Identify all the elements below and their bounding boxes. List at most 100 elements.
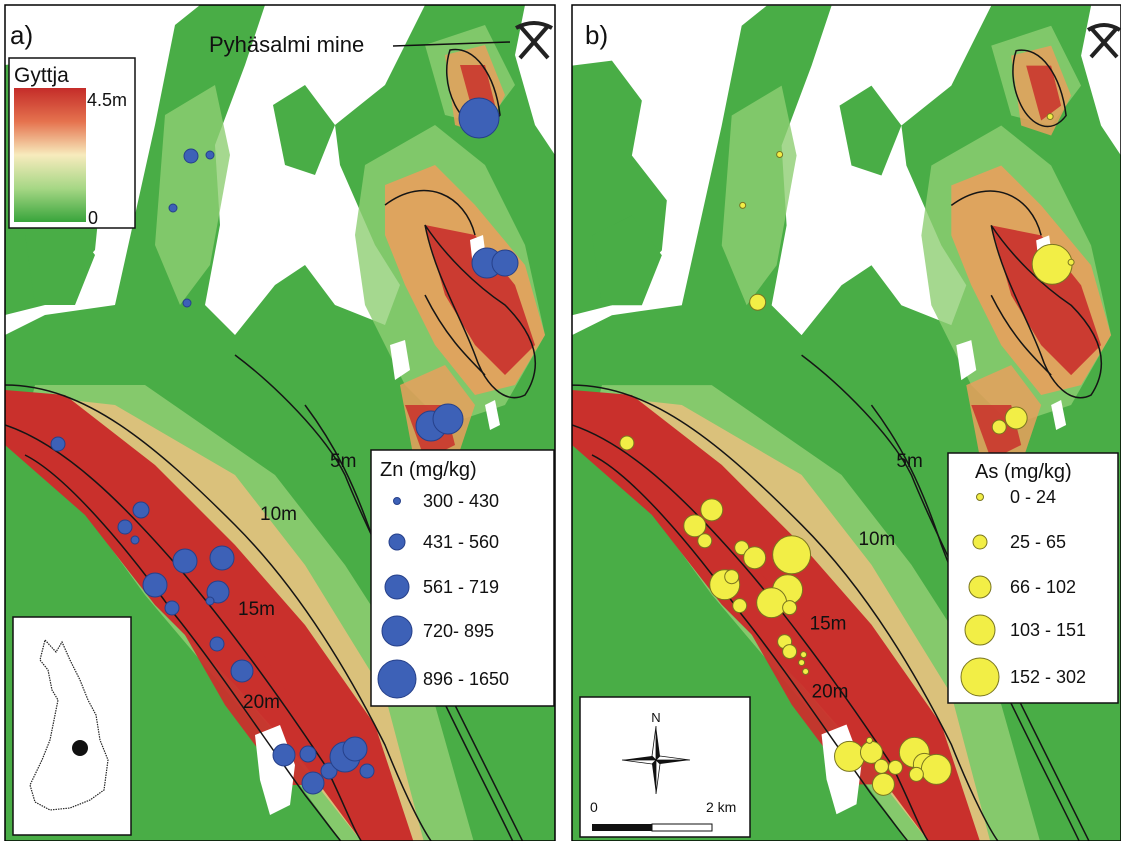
as-symbol	[1004, 406, 1028, 430]
contour-label-15m: 15m	[238, 599, 275, 620]
zn-legend-class: 431 - 560	[423, 532, 499, 552]
as-symbol	[1046, 113, 1054, 121]
zn-legend-class: 896 - 1650	[423, 669, 509, 689]
as-symbol	[887, 759, 903, 775]
contour-label-10m: 10m	[260, 504, 297, 525]
as-symbol	[683, 514, 707, 538]
gyttja-legend: Gyttja 4.5m 0	[8, 57, 136, 229]
as-symbol	[798, 659, 806, 667]
zn-symbol	[209, 545, 235, 571]
as-symbol	[739, 201, 747, 209]
zn-symbols	[50, 97, 519, 795]
as-symbol	[800, 651, 808, 659]
as-symbol	[802, 668, 810, 676]
as-legend-symbol	[972, 534, 988, 550]
contour-label-15m: 15m	[810, 614, 847, 635]
pick-axe-icon	[1086, 23, 1121, 59]
as-symbol	[724, 569, 740, 585]
zn-legend-class: 720- 895	[423, 621, 494, 641]
panel-a-letter: a)	[10, 20, 33, 50]
north-arrow-icon	[621, 725, 691, 795]
panel-b-map: 5m 10m 15m 20m	[572, 5, 1121, 841]
finland-outline	[29, 638, 109, 811]
as-legend-class: 103 - 151	[1010, 620, 1086, 640]
zn-symbol	[205, 150, 215, 160]
panel-a: 5m 10m 15m 20m a) Pyhäsalmi mine Gyttja …	[4, 4, 556, 842]
as-symbol	[732, 598, 748, 614]
zn-symbol	[342, 736, 368, 762]
gyttja-color-ramp	[14, 88, 86, 222]
zn-symbol	[50, 436, 66, 452]
panel-b-letter: b)	[585, 20, 608, 50]
as-symbol	[776, 150, 784, 158]
as-legend-class: 0 - 24	[1010, 487, 1056, 507]
zn-symbol	[164, 600, 180, 616]
zn-symbol	[299, 745, 317, 763]
scale-start-label: 0	[590, 799, 598, 815]
gyttja-legend-title: Gyttja	[14, 64, 69, 87]
as-symbol	[871, 772, 895, 796]
gyttja-legend-min: 0	[88, 208, 98, 228]
as-symbol	[908, 766, 924, 782]
as-legend-title: As (mg/kg)	[975, 461, 1072, 483]
as-legend-symbol	[960, 657, 1000, 697]
mine-leader-line	[392, 41, 511, 47]
as-symbol	[743, 546, 767, 570]
as-symbol	[1031, 243, 1073, 285]
zn-symbol	[491, 249, 519, 277]
zn-symbol	[359, 763, 375, 779]
north-label: N	[651, 710, 660, 725]
as-symbol	[772, 535, 812, 575]
as-symbol	[782, 644, 798, 660]
zn-symbol	[130, 535, 140, 545]
zn-symbol	[230, 659, 254, 683]
zn-symbol	[432, 403, 464, 435]
as-legend-symbol	[976, 493, 984, 501]
zn-symbol	[301, 771, 325, 795]
scale-bar-black	[592, 824, 652, 831]
zn-legend-symbol	[377, 659, 417, 699]
as-symbol	[697, 533, 713, 549]
zn-symbol	[142, 572, 168, 598]
mine-label: Pyhäsalmi mine	[209, 32, 364, 57]
as-symbol	[749, 293, 767, 311]
as-symbol	[873, 758, 889, 774]
as-symbol	[834, 740, 865, 772]
scale-box	[579, 696, 751, 838]
mine-marker: Pyhäsalmi mine	[209, 21, 553, 60]
zn-legend-symbol	[388, 533, 406, 551]
as-legend-class: 25 - 65	[1010, 532, 1066, 552]
panel-b: 5m 10m 15m 20m b) As (mg/kg) 0 - 24 25 -…	[571, 4, 1121, 842]
zn-legend: Zn (mg/kg) 300 - 430 431 - 560 561 - 719…	[370, 449, 555, 707]
contour-label-5m: 5m	[330, 451, 356, 472]
as-symbol	[756, 587, 788, 619]
zn-symbol	[182, 298, 192, 308]
zn-symbol	[117, 519, 133, 535]
as-symbol	[865, 736, 873, 744]
zn-symbol	[168, 203, 178, 213]
zn-symbol	[320, 762, 338, 780]
as-symbol	[920, 753, 952, 785]
zn-legend-class: 561 - 719	[423, 577, 499, 597]
zn-symbol	[183, 148, 199, 164]
gyttja-legend-max: 4.5m	[87, 90, 127, 110]
contour-label-20m: 20m	[243, 692, 280, 713]
as-legend-symbol	[968, 575, 992, 599]
pick-axe-icon	[515, 21, 553, 60]
zn-symbol	[272, 743, 296, 767]
as-legend-class: 152 - 302	[1010, 667, 1086, 687]
north-arrow-scale-box: N 0 2 km	[579, 696, 751, 838]
scale-end-label: 2 km	[706, 799, 736, 815]
as-symbols	[619, 113, 1075, 796]
zn-symbol	[172, 548, 198, 574]
as-symbol	[700, 498, 724, 522]
zn-symbol	[205, 596, 215, 606]
zn-symbol	[209, 636, 225, 652]
contour-label-20m: 20m	[812, 682, 849, 703]
zn-legend-title: Zn (mg/kg)	[380, 459, 477, 481]
zn-legend-symbol	[381, 615, 413, 647]
as-legend-class: 66 - 102	[1010, 577, 1076, 597]
zn-legend-symbol	[393, 497, 401, 505]
